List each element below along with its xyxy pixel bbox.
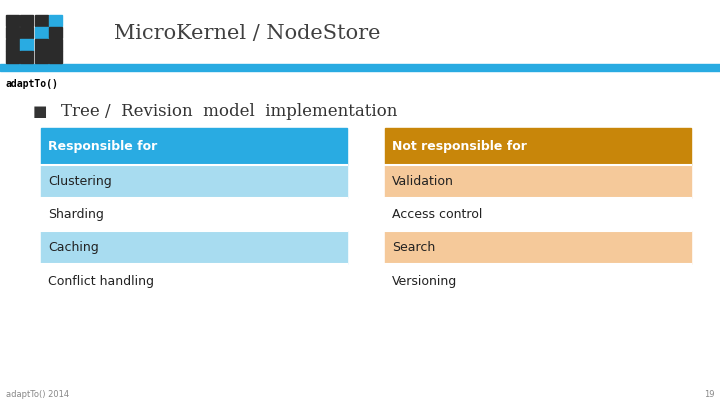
Bar [385, 165, 691, 198]
Bar [49, 15, 62, 26]
Text: adaptTo() 2014: adaptTo() 2014 [6, 390, 69, 399]
Text: Conflict handling: Conflict handling [48, 275, 154, 288]
Text: Caching: Caching [48, 241, 99, 254]
Bar [41, 264, 347, 298]
Bar [41, 198, 347, 231]
Bar [41, 165, 347, 198]
Bar [35, 15, 48, 26]
Text: Clustering: Clustering [48, 175, 112, 188]
Text: Search: Search [392, 241, 436, 254]
Bar [6, 39, 19, 51]
Bar [20, 51, 33, 63]
Text: Not responsible for: Not responsible for [392, 140, 527, 153]
Bar [385, 231, 691, 264]
Text: ■: ■ [32, 104, 47, 119]
Text: Sharding: Sharding [48, 208, 104, 221]
Bar [35, 39, 48, 51]
Bar [35, 27, 48, 38]
Bar [35, 51, 48, 63]
Text: Validation: Validation [392, 175, 454, 188]
Text: Responsible for: Responsible for [48, 140, 158, 153]
Bar [0, 64, 720, 71]
Bar [49, 39, 62, 51]
Bar [49, 27, 62, 38]
Bar [41, 128, 347, 165]
Text: Access control: Access control [392, 208, 483, 221]
Text: Versioning: Versioning [392, 275, 458, 288]
Bar [385, 264, 691, 298]
Text: MicroKernel / NodeStore: MicroKernel / NodeStore [114, 24, 380, 43]
Bar [20, 27, 33, 38]
Bar [6, 27, 19, 38]
Bar [6, 15, 19, 26]
Text: Tree /  Revision  model  implementation: Tree / Revision model implementation [61, 103, 397, 120]
Text: 19: 19 [703, 390, 714, 399]
Bar [20, 39, 33, 51]
Bar [385, 128, 691, 165]
Bar [385, 198, 691, 231]
Text: adaptTo(): adaptTo() [6, 79, 58, 89]
Bar [20, 15, 33, 26]
Bar [41, 231, 347, 264]
Bar [49, 51, 62, 63]
Bar [6, 51, 19, 63]
